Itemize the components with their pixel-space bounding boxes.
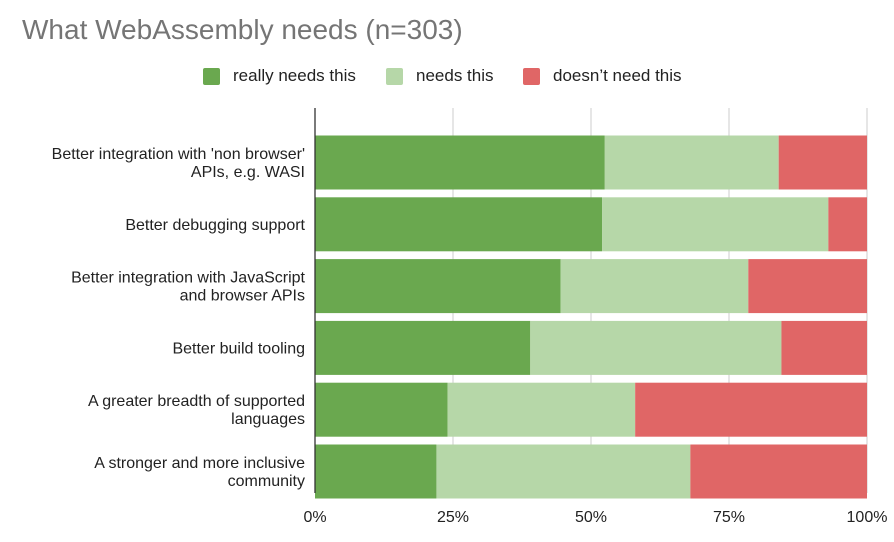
legend-label-needs: needs this: [416, 66, 494, 85]
legend: really needs this needs this doesn’t nee…: [0, 66, 894, 92]
bar-segment: [778, 135, 867, 190]
bar-segment: [315, 259, 561, 314]
bar-segment: [315, 135, 605, 190]
legend-swatch-doesnt-need: [523, 67, 540, 85]
chart-title: What WebAssembly needs (n=303): [22, 14, 463, 45]
bar-segment: [315, 197, 603, 252]
bar-segment: [315, 320, 531, 375]
category-label: Better integration with 'non browser' API…: [52, 146, 305, 181]
legend-label-really-needs: really needs this: [233, 66, 356, 85]
category-label: Better build tooling: [172, 340, 305, 357]
category-label: Better integration with JavaScript and br…: [71, 270, 305, 305]
bar-segment: [560, 259, 749, 314]
bar-segment: [781, 320, 867, 375]
bar-segment: [530, 320, 782, 375]
x-tick-label: 25%: [437, 509, 469, 526]
x-tick-label: 0%: [303, 509, 326, 526]
bar-segment: [447, 382, 636, 437]
legend-item-needs: needs this: [386, 66, 494, 86]
category-label: A stronger and more inclusive community: [94, 455, 305, 490]
legend-item-doesnt-need: doesn’t need this: [523, 66, 682, 86]
bar-segment: [436, 444, 691, 499]
bar-segment: [602, 197, 829, 252]
legend-swatch-needs: [386, 67, 403, 85]
category-label: A greater breadth of supported languages: [88, 393, 305, 428]
x-tick-label: 100%: [847, 509, 888, 526]
x-tick-label: 50%: [575, 509, 607, 526]
legend-label-doesnt-need: doesn’t need this: [553, 66, 682, 85]
legend-swatch-really-needs: [203, 67, 220, 85]
x-tick-label: 75%: [713, 509, 745, 526]
bar-segment: [828, 197, 867, 252]
legend-item-really-needs: really needs this: [203, 66, 356, 86]
category-label: Better debugging support: [125, 217, 305, 234]
bar-segment: [315, 382, 448, 437]
bar-segment: [315, 444, 437, 499]
bar-segment: [635, 382, 867, 437]
bar-segment: [604, 135, 779, 190]
bar-segment: [748, 259, 867, 314]
bar-segment: [690, 444, 867, 499]
